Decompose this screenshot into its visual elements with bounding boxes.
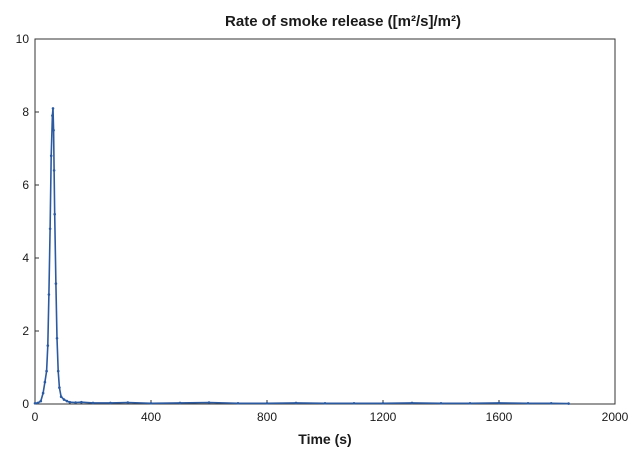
x-axis: 0 400 800 1200 1600 2000 — [32, 400, 629, 424]
data-point — [55, 337, 59, 340]
data-point — [62, 398, 66, 401]
data-point — [80, 400, 83, 404]
data-point — [45, 369, 48, 373]
data-point — [36, 401, 40, 405]
data-point — [352, 402, 356, 405]
data-point — [41, 391, 45, 395]
data-point — [109, 401, 112, 405]
y-tick-label: 6 — [22, 178, 29, 192]
data-point — [51, 107, 55, 110]
data-point — [53, 212, 56, 216]
y-tick-label: 10 — [16, 32, 30, 46]
x-tick-label: 1600 — [486, 410, 513, 424]
x-tick-label: 800 — [257, 410, 277, 424]
y-tick-label: 0 — [22, 397, 29, 411]
plot-area — [34, 38, 616, 405]
y-tick-label: 4 — [22, 251, 29, 265]
data-point — [52, 169, 56, 172]
y-tick-label: 2 — [22, 324, 29, 338]
data-point — [59, 395, 63, 399]
y-tick-label: 8 — [22, 105, 29, 119]
data-point — [149, 402, 153, 405]
data-point — [43, 380, 47, 384]
data-point — [49, 154, 53, 158]
data-point — [497, 401, 501, 405]
data-point — [47, 293, 51, 296]
x-tick-label: 1200 — [370, 410, 397, 424]
data-point — [526, 402, 530, 405]
data-point — [236, 402, 240, 405]
data-point — [439, 402, 443, 405]
data-point — [33, 402, 37, 405]
data-point — [178, 401, 182, 405]
data-point — [294, 401, 298, 405]
data-point — [567, 402, 570, 405]
chart-title: Rate of smoke release ([m²/s]/m²) — [225, 13, 461, 30]
x-tick-label: 2000 — [602, 410, 629, 424]
data-point — [54, 282, 58, 285]
data-point — [39, 399, 43, 403]
data-point — [468, 402, 472, 405]
data-point — [46, 344, 50, 347]
data-point — [265, 402, 269, 405]
data-point — [549, 402, 553, 405]
data-point — [207, 401, 211, 404]
data-point — [410, 401, 414, 405]
data-point — [52, 129, 55, 132]
data-point — [58, 386, 61, 389]
x-tick-label: 400 — [141, 410, 161, 424]
data-point — [68, 400, 72, 404]
data-point — [56, 369, 60, 373]
y-axis: 0 2 4 6 8 10 — [16, 32, 39, 411]
data-point — [323, 402, 327, 405]
data-point — [126, 401, 130, 404]
data-point — [91, 401, 95, 405]
x-tick-label: 0 — [32, 410, 39, 424]
series-line — [34, 107, 569, 405]
x-axis-label: Time (s) — [298, 431, 351, 447]
series-layer — [33, 107, 570, 405]
data-point — [74, 401, 77, 404]
data-point — [48, 227, 52, 231]
data-point — [381, 402, 385, 405]
data-point — [65, 399, 69, 403]
data-point — [51, 114, 54, 117]
